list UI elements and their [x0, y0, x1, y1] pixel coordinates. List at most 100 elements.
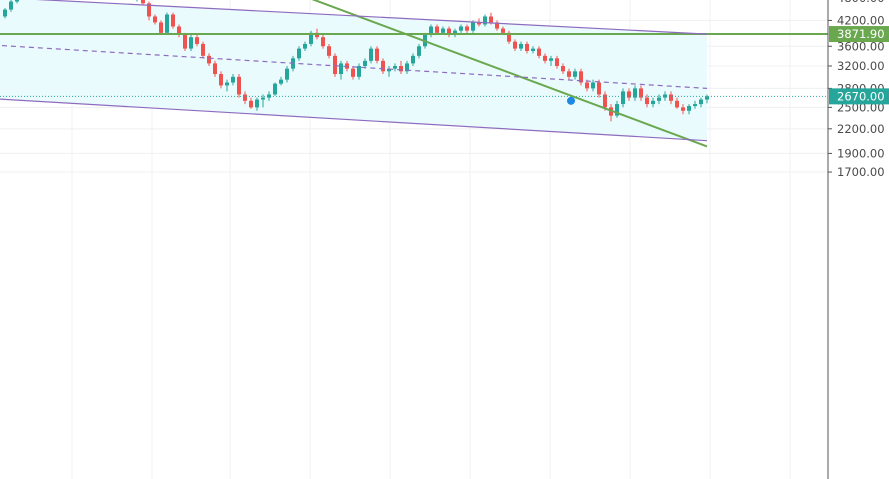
candle-body[interactable] [657, 97, 661, 101]
candle-body[interactable] [327, 46, 331, 56]
candle-body[interactable] [669, 94, 673, 101]
drawings[interactable] [0, 0, 828, 148]
candle-body[interactable] [267, 94, 271, 98]
candle-body[interactable] [435, 26, 439, 33]
candle-body[interactable] [261, 97, 265, 100]
candle-body[interactable] [459, 26, 463, 31]
candle-body[interactable] [645, 97, 649, 105]
price-tag[interactable] [829, 88, 889, 105]
candle-body[interactable] [477, 22, 481, 25]
candle-body[interactable] [561, 66, 565, 72]
candle-body[interactable] [369, 48, 373, 61]
candle-body[interactable] [699, 99, 703, 105]
candle-body[interactable] [339, 63, 343, 75]
candle-body[interactable] [309, 32, 313, 44]
candle-body[interactable] [507, 32, 511, 42]
candle-body[interactable] [555, 58, 559, 67]
candle-body[interactable] [651, 100, 655, 105]
candle-body[interactable] [285, 68, 289, 80]
candle-body[interactable] [165, 14, 169, 33]
candle-body[interactable] [675, 100, 679, 108]
candle-body[interactable] [303, 43, 307, 49]
candle-body[interactable] [351, 68, 355, 77]
candle-body[interactable] [231, 76, 235, 83]
candle-body[interactable] [567, 71, 571, 77]
candle-body[interactable] [195, 37, 199, 44]
candle-body[interactable] [297, 48, 301, 59]
candle-body[interactable] [483, 16, 487, 25]
candles[interactable] [3, 0, 709, 122]
candle-body[interactable] [399, 66, 403, 72]
candle-body[interactable] [387, 68, 391, 72]
candle-body[interactable] [249, 100, 253, 108]
candle-body[interactable] [255, 99, 259, 108]
candle-body[interactable] [207, 55, 211, 64]
candle-body[interactable] [171, 14, 175, 27]
candle-body[interactable] [273, 83, 277, 95]
candle-body[interactable] [237, 76, 241, 95]
candle-body[interactable] [159, 22, 163, 33]
candle-body[interactable] [147, 3, 151, 17]
candle-body[interactable] [15, 0, 19, 2]
candle-body[interactable] [687, 106, 691, 111]
candle-body[interactable] [447, 28, 451, 35]
candle-body[interactable] [393, 66, 397, 69]
candle-body[interactable] [219, 74, 223, 86]
marker-point[interactable] [567, 96, 575, 105]
candle-body[interactable] [537, 48, 541, 56]
candle-body[interactable] [627, 91, 631, 98]
candle-body[interactable] [615, 104, 619, 116]
candle-body[interactable] [243, 94, 247, 101]
candle-body[interactable] [519, 43, 523, 49]
candle-body[interactable] [489, 16, 493, 23]
candle-body[interactable] [153, 16, 157, 23]
candle-body[interactable] [639, 88, 643, 98]
candle-body[interactable] [549, 58, 553, 61]
candle-body[interactable] [693, 104, 697, 107]
candle-body[interactable] [495, 22, 499, 29]
candle-body[interactable] [681, 107, 685, 111]
candle-body[interactable] [429, 26, 433, 35]
candle-body[interactable] [9, 1, 13, 10]
candle-body[interactable] [621, 91, 625, 105]
candle-body[interactable] [405, 63, 409, 72]
candle-body[interactable] [501, 28, 505, 33]
candle-body[interactable] [363, 60, 367, 67]
candle-body[interactable] [141, 0, 145, 4]
candle-body[interactable] [453, 30, 457, 35]
price-axis[interactable]: 9300.008100.006900.006150.005400.004800.… [827, 0, 889, 479]
candle-body[interactable] [531, 48, 535, 51]
candle-body[interactable] [3, 9, 7, 17]
candle-body[interactable] [543, 55, 547, 61]
candle-body[interactable] [177, 26, 181, 35]
candle-body[interactable] [201, 43, 205, 56]
candle-body[interactable] [465, 26, 469, 31]
candle-body[interactable] [573, 71, 577, 77]
channel-lower-line[interactable] [0, 98, 708, 142]
candle-body[interactable] [417, 46, 421, 56]
candle-body[interactable] [633, 88, 637, 98]
candle-body[interactable] [225, 82, 229, 86]
candle-body[interactable] [279, 79, 283, 84]
candle-body[interactable] [579, 71, 583, 83]
candle-body[interactable] [603, 94, 607, 108]
candle-body[interactable] [375, 48, 379, 61]
price-tag[interactable] [829, 26, 889, 43]
candle-body[interactable] [471, 22, 475, 31]
descending-trendline-line[interactable] [0, 0, 708, 148]
candle-body[interactable] [411, 55, 415, 64]
candle-body[interactable] [591, 82, 595, 89]
candle-body[interactable] [189, 37, 193, 49]
candle-body[interactable] [441, 28, 445, 33]
candle-body[interactable] [183, 34, 187, 49]
candle-body[interactable] [333, 55, 337, 75]
candle-body[interactable] [213, 63, 217, 75]
candle-body[interactable] [705, 96, 709, 100]
candle-body[interactable] [525, 43, 529, 51]
candle-body[interactable] [513, 41, 517, 49]
candle-body[interactable] [357, 66, 361, 77]
channel-upper-line[interactable] [0, 0, 708, 35]
candle-body[interactable] [597, 82, 601, 95]
